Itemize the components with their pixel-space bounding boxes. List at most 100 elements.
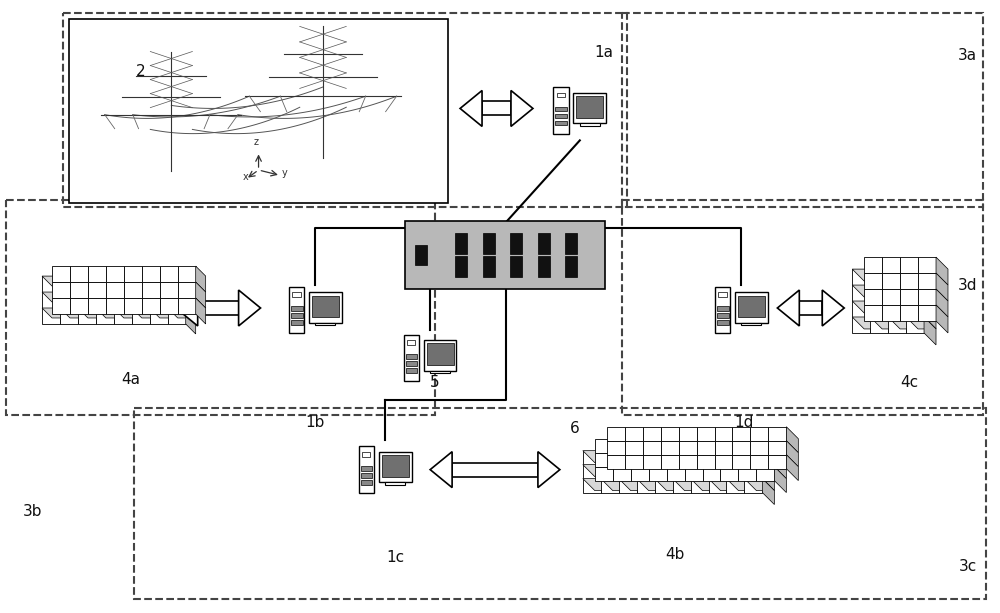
Polygon shape <box>744 479 774 490</box>
Bar <box>361 473 372 478</box>
Bar <box>6 200 435 415</box>
Text: 1b: 1b <box>306 415 325 430</box>
Polygon shape <box>799 301 822 315</box>
Text: 1d: 1d <box>735 415 754 430</box>
Bar <box>362 452 370 457</box>
Bar <box>661 441 679 455</box>
Bar <box>70 298 88 314</box>
Polygon shape <box>637 479 667 490</box>
Bar <box>882 273 900 289</box>
Bar <box>697 455 715 468</box>
Polygon shape <box>774 439 786 465</box>
Polygon shape <box>168 276 196 286</box>
Bar <box>709 451 726 465</box>
Bar <box>406 361 417 366</box>
Bar <box>744 465 762 479</box>
Polygon shape <box>637 465 667 477</box>
Bar <box>888 269 906 285</box>
Bar <box>691 479 709 493</box>
Polygon shape <box>870 301 900 313</box>
Polygon shape <box>924 285 936 313</box>
Bar <box>870 285 888 301</box>
Bar <box>768 441 786 455</box>
Bar <box>168 308 186 324</box>
Polygon shape <box>186 276 196 302</box>
Bar <box>685 452 703 466</box>
Text: 4b: 4b <box>665 547 684 562</box>
Bar <box>404 335 419 381</box>
Bar <box>483 234 495 254</box>
Polygon shape <box>888 269 918 281</box>
Bar <box>601 451 619 465</box>
Polygon shape <box>78 308 106 318</box>
Bar <box>382 455 409 477</box>
Bar <box>661 427 679 441</box>
Bar <box>315 322 335 326</box>
Bar <box>631 466 649 481</box>
Bar <box>697 441 715 455</box>
Bar <box>703 439 720 452</box>
Bar <box>595 452 613 466</box>
Bar <box>732 455 750 468</box>
Bar <box>655 479 673 493</box>
Polygon shape <box>176 290 198 326</box>
Polygon shape <box>239 290 261 326</box>
Bar <box>601 479 619 493</box>
Polygon shape <box>924 317 936 345</box>
Bar <box>888 317 906 333</box>
Bar <box>667 452 685 466</box>
Polygon shape <box>709 451 738 463</box>
Polygon shape <box>132 276 160 286</box>
Bar <box>160 298 178 314</box>
Bar <box>673 451 691 465</box>
Polygon shape <box>132 308 160 318</box>
Polygon shape <box>60 292 88 302</box>
Bar <box>106 266 124 282</box>
Bar <box>918 289 936 305</box>
Bar <box>70 266 88 282</box>
Bar <box>289 287 304 333</box>
Bar <box>655 451 673 465</box>
Polygon shape <box>774 466 786 493</box>
Polygon shape <box>96 292 124 302</box>
Polygon shape <box>777 290 799 326</box>
Bar <box>643 455 661 468</box>
Bar <box>673 465 691 479</box>
Polygon shape <box>870 269 900 281</box>
Bar <box>756 452 774 466</box>
Bar <box>124 298 142 314</box>
Polygon shape <box>198 301 239 315</box>
Polygon shape <box>196 298 206 324</box>
Bar <box>178 282 196 298</box>
Bar <box>565 234 577 254</box>
Bar <box>643 427 661 441</box>
Bar <box>114 292 132 308</box>
Text: 4c: 4c <box>900 375 918 390</box>
Polygon shape <box>786 455 798 481</box>
Bar <box>918 273 936 289</box>
Bar <box>580 123 600 126</box>
Polygon shape <box>655 465 685 477</box>
Polygon shape <box>150 308 178 318</box>
Bar <box>124 282 142 298</box>
Polygon shape <box>936 289 948 317</box>
Bar <box>361 480 372 484</box>
Bar <box>750 427 768 441</box>
Bar <box>619 465 637 479</box>
Bar <box>906 317 924 333</box>
Bar <box>882 305 900 321</box>
Polygon shape <box>762 451 774 477</box>
Bar <box>622 13 983 207</box>
Bar <box>900 289 918 305</box>
Bar <box>685 466 703 481</box>
Polygon shape <box>601 451 631 463</box>
Polygon shape <box>888 301 918 313</box>
Polygon shape <box>601 479 631 490</box>
Bar <box>555 107 567 112</box>
Bar <box>292 292 301 297</box>
Bar <box>718 292 727 297</box>
Bar <box>619 451 637 465</box>
Bar <box>918 305 936 321</box>
Bar <box>595 466 613 481</box>
Bar <box>576 96 603 118</box>
